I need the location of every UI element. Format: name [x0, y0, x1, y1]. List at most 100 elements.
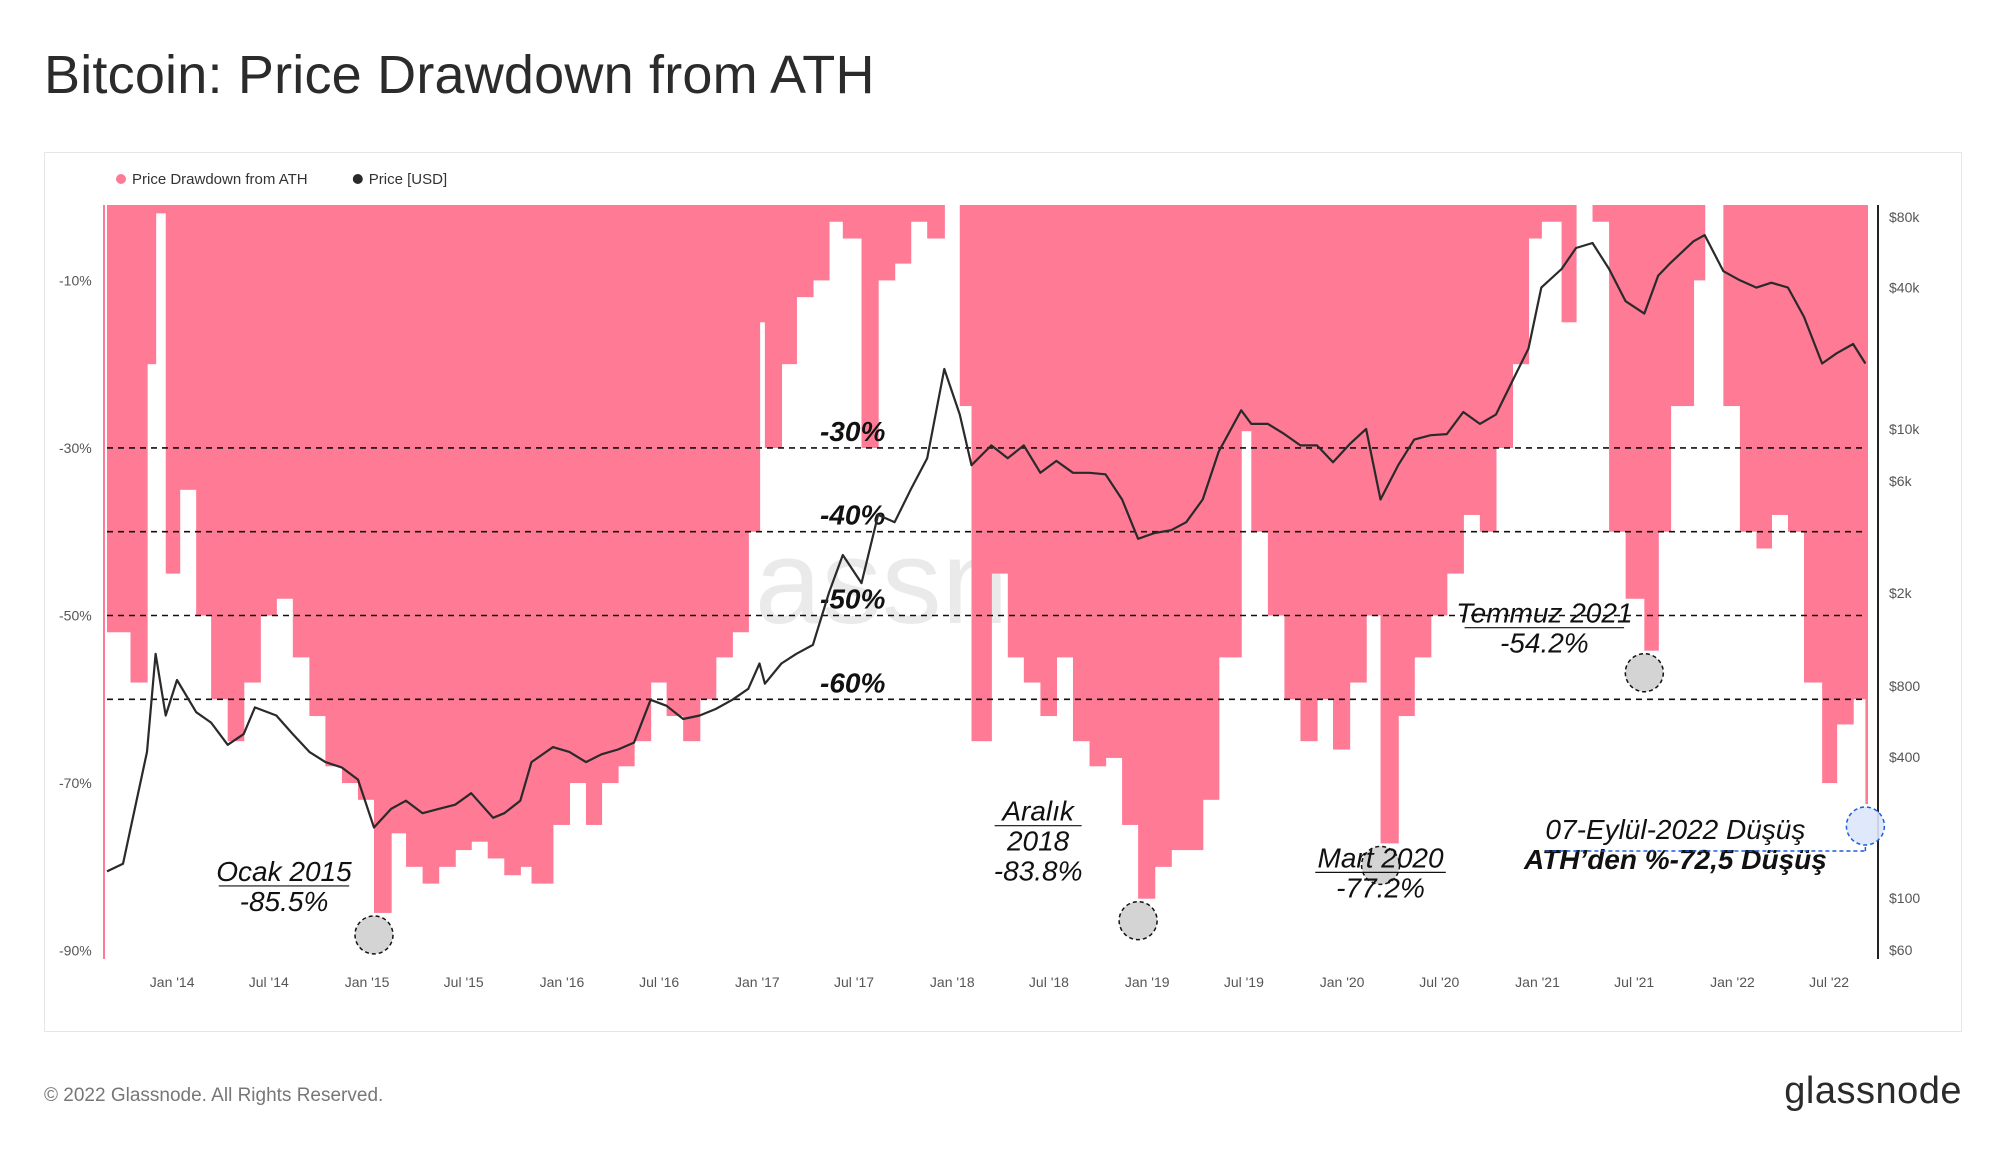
x-tick-label-15: Jul '21 [1614, 974, 1654, 990]
drawdown-bar-4 [165, 205, 181, 574]
drawdown-bar-45 [812, 205, 830, 281]
drawdown-bar-104 [1771, 205, 1789, 515]
annotation-text-1-1: 2018 [1006, 826, 1070, 857]
drawdown-bar-93 [1592, 205, 1610, 222]
drawdown-bar-64 [1122, 205, 1139, 825]
drawdown-bar-34 [650, 205, 668, 683]
drawdown-bar-81 [1398, 205, 1415, 717]
drawdown-bar-20 [422, 205, 440, 884]
annotation-text-4-0: 07-Eylül-2022 Düşüş [1545, 814, 1805, 845]
annotation-marker-1 [1118, 900, 1158, 941]
reference-label-3: -60% [820, 667, 885, 698]
drawdown-bar-69 [1202, 205, 1220, 800]
drawdown-bar-83 [1430, 205, 1448, 616]
drawdown-bar-2 [147, 205, 157, 365]
drawdown-bar-67 [1171, 205, 1187, 851]
right-tick-label-0: $80k [1889, 209, 1920, 225]
drawdown-bar-27 [531, 205, 554, 884]
drawdown-bar-68 [1186, 205, 1204, 851]
annotation-text-3-1: -54.2% [1500, 628, 1589, 659]
annotation-text-3-0: Temmuz 2021 [1456, 598, 1632, 629]
left-tick-label-2: -50% [59, 608, 92, 624]
drawdown-bar-44 [796, 205, 814, 298]
drawdown-bar-59 [1040, 205, 1058, 717]
x-axis: Jan '14 Jul '14 Jan '15 Jul '15 Jan '16 Jul '… [150, 974, 1850, 990]
annotation-marker-3 [1624, 652, 1665, 693]
drawdown-bar-110 [1865, 205, 1868, 805]
drawdown-bar-103 [1756, 205, 1773, 549]
drawdown-bar-0 [107, 205, 132, 633]
right-tick-label-6: $400 [1889, 749, 1920, 765]
right-tick-label-5: $800 [1889, 678, 1920, 694]
drawdown-bar-102 [1739, 205, 1758, 532]
page-title: Bitcoin: Price Drawdown from ATH [44, 45, 875, 105]
drawdown-bar-90 [1541, 205, 1563, 222]
glassnode-logo[interactable]: glassnode [1784, 1070, 1962, 1112]
x-tick-label-8: Jan '18 [930, 974, 975, 990]
right-y-axis: $80k $40k $10k $6k $2k $800 $400 $100 $60 [1877, 205, 1920, 959]
drawdown-bar-1 [130, 205, 148, 683]
legend-label-0: Price Drawdown from ATH [132, 171, 308, 188]
drawdown-bar-97 [1658, 205, 1672, 532]
annotation-text-2-0: Mart 2020 [1318, 842, 1444, 873]
drawdown-bar-26 [520, 205, 533, 867]
drawdown-bar-54 [959, 205, 973, 407]
drawdown-bar-13 [309, 205, 326, 717]
drawdown-bar-78 [1349, 205, 1367, 683]
reference-lines: -30%-40%-50%-60% [107, 416, 1867, 701]
drawdown-bar-91 [1561, 205, 1577, 323]
drawdown-bar-65 [1138, 205, 1156, 899]
legend-label-1: Price [USD] [369, 171, 447, 188]
x-tick-label-11: Jul '19 [1224, 974, 1264, 990]
drawdown-bar-50 [894, 205, 912, 264]
drawdown-bar-101 [1723, 205, 1741, 407]
drawdown-bar-37 [699, 205, 717, 700]
left-tick-label-3: -70% [59, 775, 92, 791]
x-tick-label-2: Jan '15 [345, 974, 390, 990]
drawdown-bar-36 [683, 205, 701, 742]
annotation-text-1-2: -83.8% [994, 856, 1083, 887]
annotation-text-2-1: -77.2% [1336, 872, 1425, 903]
right-tick-label-3: $6k [1889, 473, 1913, 489]
drawdown-bar-28 [552, 205, 571, 825]
right-tick-label-7: $100 [1889, 890, 1920, 906]
drawdown-bar-6 [196, 205, 212, 616]
drawdown-bar-99 [1693, 205, 1706, 281]
drawdown-bar-11 [276, 205, 294, 599]
drawdown-bar-43 [781, 205, 797, 365]
drawdown-bar-32 [618, 205, 635, 767]
drawdown-bar-58 [1023, 205, 1041, 683]
drawdown-bar-80 [1380, 205, 1399, 844]
x-tick-label-12: Jan '20 [1320, 974, 1365, 990]
annotation-marker-4 [1845, 806, 1886, 846]
annotation-text-0-0: Ocak 2015 [216, 856, 352, 887]
drawdown-chart: Price Drawdown from ATH Price [USD] glass… [59, 171, 1920, 990]
drawdown-bar-72 [1251, 205, 1269, 532]
x-tick-label-9: Jul '18 [1029, 974, 1069, 990]
drawdown-bar-71 [1241, 205, 1252, 432]
x-tick-label-10: Jan '19 [1125, 974, 1170, 990]
x-tick-label-13: Jul '20 [1419, 974, 1459, 990]
drawdown-bar-73 [1267, 205, 1286, 616]
drawdown-bar-7 [211, 205, 229, 700]
x-tick-label-14: Jan '21 [1515, 974, 1560, 990]
drawdown-bar-16 [357, 205, 375, 800]
drawdown-bar-77 [1333, 205, 1351, 750]
drawdown-bar-12 [292, 205, 310, 658]
legend-marker-1 [352, 174, 363, 184]
drawdown-bar-76 [1317, 205, 1334, 700]
drawdown-bar-74 [1284, 205, 1302, 700]
price-line [106, 234, 1867, 873]
drawdown-bar-60 [1056, 205, 1074, 658]
drawdown-bar-62 [1089, 205, 1107, 767]
x-tick-label-5: Jul '16 [639, 974, 679, 990]
drawdown-bar-85 [1463, 205, 1481, 515]
x-tick-label-1: Jul '14 [249, 974, 289, 990]
drawdown-bar-84 [1446, 205, 1464, 574]
chart-container: Price Drawdown from ATH Price [USD] glass… [44, 152, 1962, 1032]
drawdown-bar-98 [1670, 205, 1695, 407]
annotation-text-0-1: -85.5% [240, 886, 329, 917]
annotation-marker-0 [354, 915, 394, 955]
drawdown-bar-30 [585, 205, 603, 825]
drawdown-bar-51 [910, 205, 928, 222]
